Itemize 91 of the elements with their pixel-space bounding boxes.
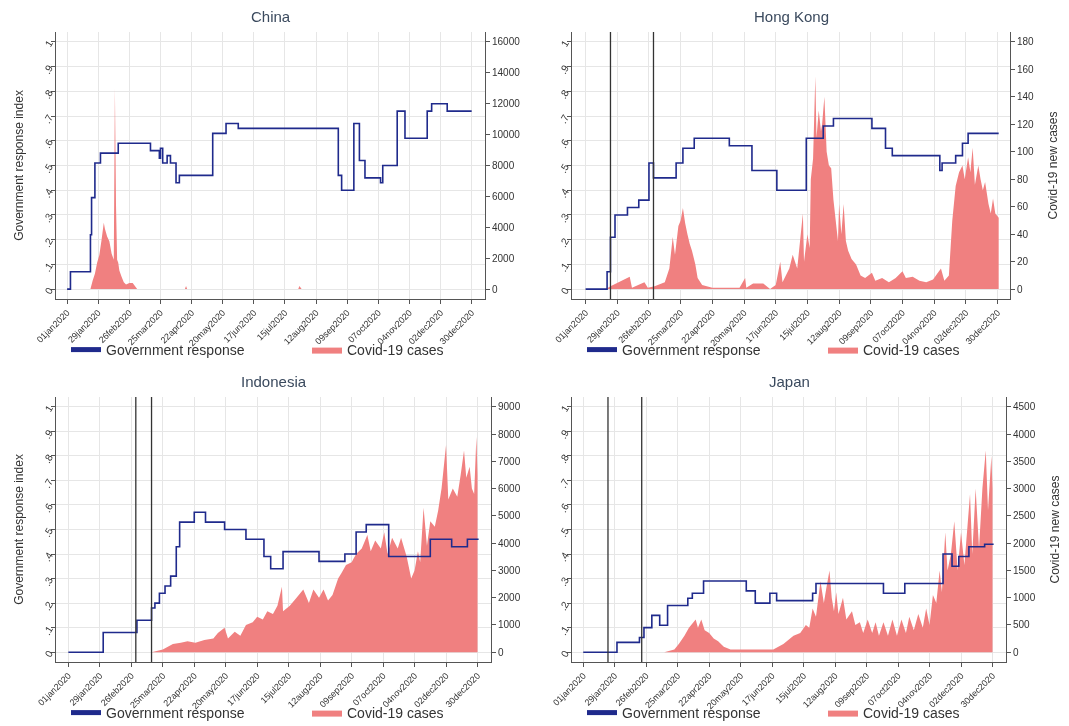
y2-tick-label: 100 (1017, 146, 1035, 158)
y2-tick-label: 80 (1017, 173, 1029, 185)
y-tick-label: .4 (557, 550, 572, 564)
y-tick-label: .2 (41, 599, 56, 613)
chart-title: Indonesia (241, 373, 307, 390)
y2-tick-label: 40 (1017, 228, 1029, 240)
y-tick-label: .7 (41, 112, 56, 126)
y2-tick-label: 0 (498, 646, 504, 658)
y2-tick-label: 160 (1017, 63, 1035, 75)
y-tick-label: .4 (557, 186, 572, 200)
y-axis-title: Government response index (11, 454, 26, 605)
y-tick-label: .5 (41, 525, 56, 539)
y2-tick-label: 3000 (1013, 483, 1036, 495)
y2-tick-label: 4000 (492, 221, 515, 233)
y-tick-label: 1 (558, 38, 572, 49)
y2-tick-label: 120 (1017, 118, 1035, 130)
y-tick-label: .1 (557, 260, 572, 274)
y-tick-label: .4 (41, 550, 56, 564)
y2-tick-label: 3500 (1013, 455, 1036, 467)
chart-title: Japan (769, 373, 810, 390)
y-tick-label: .8 (557, 87, 572, 101)
y-tick-label: .7 (557, 476, 572, 490)
y2-tick-label: 60 (1017, 201, 1029, 213)
y-tick-label: .6 (41, 136, 56, 151)
y2-tick-label: 140 (1017, 91, 1035, 103)
y-tick-label: .7 (557, 112, 572, 126)
y2-tick-label: 10000 (492, 129, 521, 141)
y-tick-label: .3 (557, 211, 572, 225)
y-tick-label: .2 (41, 235, 56, 249)
y2-tick-label: 20 (1017, 256, 1029, 268)
y-tick-label: 1 (42, 38, 56, 49)
y-tick-label: .9 (557, 62, 572, 76)
y2-tick-label: 180 (1017, 36, 1035, 48)
y2-tick-label: 5000 (498, 510, 521, 522)
y2-tick-label: 9000 (498, 401, 521, 413)
y-tick-label: .8 (557, 452, 572, 466)
y-tick-label: 1 (42, 402, 56, 414)
y2-tick-label: 12000 (492, 98, 521, 110)
y2-tick-label: 1500 (1013, 564, 1036, 576)
chart-title: Hong Kong (754, 8, 830, 25)
y-tick-label: .8 (41, 452, 56, 466)
y2-tick-label: 16000 (492, 36, 521, 48)
y2-tick-label: 2500 (1013, 510, 1036, 522)
y-tick-label: .7 (41, 476, 56, 490)
y2-tick-label: 500 (1013, 619, 1031, 631)
y-tick-label: .5 (41, 161, 56, 175)
y-axis-title: Government response index (11, 90, 26, 241)
y2-tick-label: 4000 (1013, 428, 1036, 440)
y-tick-label: .3 (557, 574, 572, 588)
y2-tick-label: 6000 (498, 483, 521, 495)
y2-tick-label: 2000 (1013, 537, 1036, 549)
y-tick-label: .5 (557, 525, 572, 539)
y2-tick-label: 0 (492, 283, 498, 295)
y-tick-label: 0 (42, 648, 56, 660)
y-tick-label: .5 (557, 161, 572, 175)
y-tick-label: 1 (558, 402, 572, 414)
y-tick-label: .1 (557, 623, 572, 637)
y-tick-label: .1 (41, 623, 56, 637)
y-tick-label: .3 (41, 574, 56, 588)
y-tick-label: .4 (41, 186, 56, 200)
y-tick-label: 0 (558, 285, 572, 296)
y-tick-label: .2 (557, 599, 572, 613)
y2-tick-label: 3000 (498, 564, 521, 576)
y2-tick-label: 6000 (492, 190, 515, 202)
y-tick-label: .6 (41, 501, 56, 515)
y2-tick-label: 14000 (492, 67, 521, 79)
y-tick-label: .9 (41, 427, 56, 441)
y-tick-label: .6 (557, 136, 572, 151)
y2-axis-title: Covid-19 new cases (1047, 475, 1062, 584)
y-tick-label: .8 (41, 87, 56, 101)
y-tick-label: 0 (558, 648, 572, 660)
y2-tick-label: 7000 (498, 455, 521, 467)
y-tick-label: .2 (557, 235, 572, 249)
y-tick-label: 0 (42, 285, 56, 296)
y2-tick-label: 0 (1017, 283, 1023, 295)
y2-tick-label: 2000 (498, 592, 521, 604)
y-tick-label: .9 (41, 62, 56, 76)
y2-tick-label: 0 (1013, 646, 1019, 658)
y2-tick-label: 1000 (498, 619, 521, 631)
y-tick-label: .1 (41, 260, 56, 274)
chart-title: China (251, 8, 291, 25)
y-tick-label: .6 (557, 501, 572, 515)
y2-axis-title: Covid-19 new cases (1046, 111, 1061, 220)
y2-tick-label: 1000 (1013, 592, 1036, 604)
y2-tick-label: 4500 (1013, 401, 1036, 413)
y-tick-label: .9 (557, 427, 572, 441)
y-tick-label: .3 (41, 211, 56, 225)
y2-tick-label: 8000 (498, 428, 521, 440)
y2-tick-label: 2000 (492, 252, 515, 264)
y2-tick-label: 4000 (498, 537, 521, 549)
y2-tick-label: 8000 (492, 160, 515, 171)
